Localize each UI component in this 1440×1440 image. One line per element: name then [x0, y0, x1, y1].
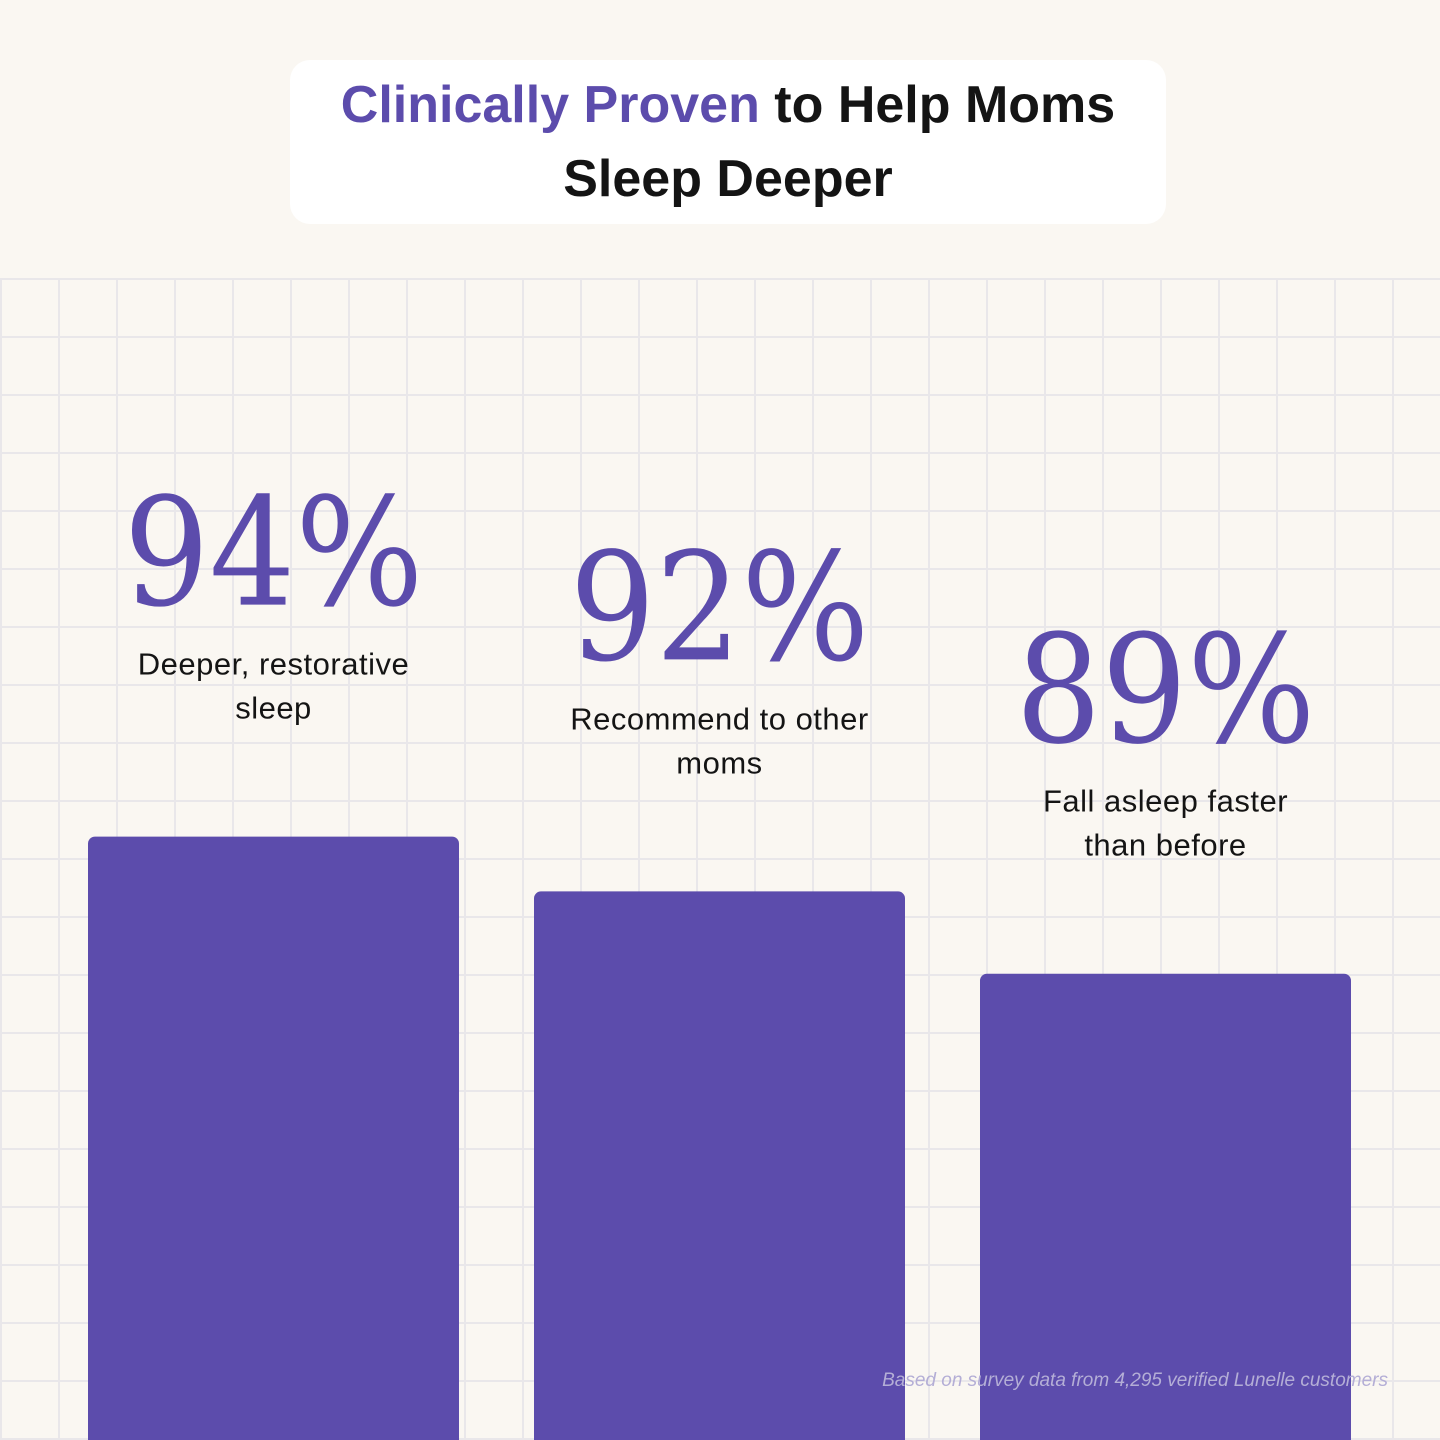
title-rest: to Help Moms: [759, 76, 1116, 134]
bar-value-2: 92%: [570, 521, 870, 695]
title-line-2: Sleep Deeper: [563, 150, 893, 208]
footnote: Based on survey data from 4,295 verified…: [882, 1370, 1388, 1391]
bar-label-1-line-1: Deeper, restorative: [138, 647, 409, 682]
bar-value-3: 89%: [1016, 604, 1316, 778]
bar-2: [534, 891, 905, 1440]
title-line-1: Clinically Proven to Help Moms: [341, 68, 1115, 142]
title-card: Clinically Proven to Help Moms Sleep Dee…: [290, 60, 1166, 224]
bar-label-3-line-1: Fall asleep faster: [1043, 784, 1288, 819]
bar-label-2-line-1: Recommend to other: [570, 701, 868, 736]
bar-1: [88, 836, 459, 1440]
bar-label-3-line-2: than before: [1084, 828, 1246, 863]
bar-label-2-line-2: moms: [676, 745, 762, 780]
bar-label-1-line-2: sleep: [235, 691, 312, 726]
bar-3: [980, 973, 1351, 1440]
bar-value-1: 94%: [124, 467, 424, 641]
title-accent: Clinically Proven: [340, 76, 760, 134]
